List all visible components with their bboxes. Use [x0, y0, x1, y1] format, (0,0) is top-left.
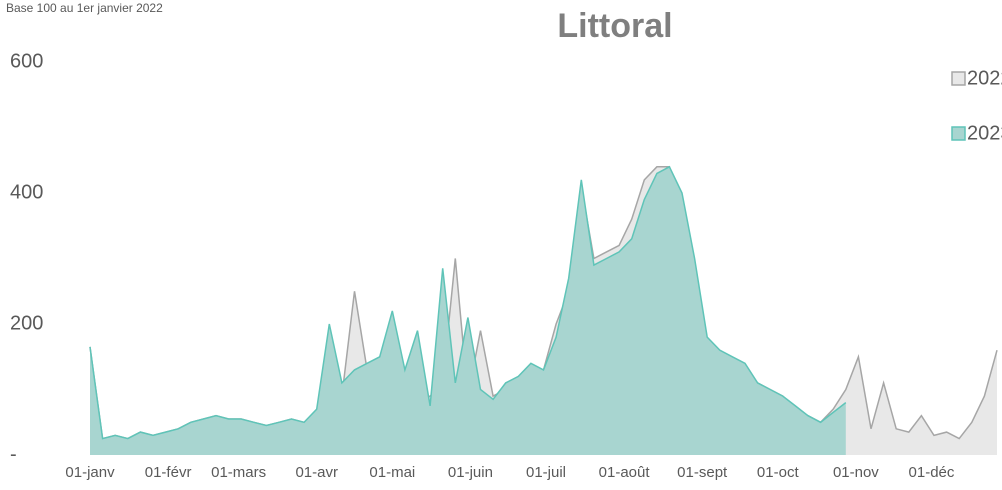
x-tick-label: 01-sept: [677, 464, 728, 481]
chart-subtitle: Base 100 au 1er janvier 2022: [6, 1, 163, 15]
x-tick-label: 01-nov: [833, 464, 879, 481]
x-tick-label: 01-juil: [526, 464, 566, 481]
legend-swatch: [951, 126, 966, 141]
legend-label: 2022: [967, 67, 1002, 89]
y-tick-label: -: [10, 443, 17, 465]
y-tick-label: 400: [10, 181, 43, 203]
area: [90, 166, 846, 456]
y-tick-label: 600: [10, 50, 43, 72]
x-tick-label: 01-janv: [65, 464, 115, 481]
legend-swatch: [951, 71, 966, 86]
x-tick-label: 01-mai: [369, 464, 415, 481]
line: [89, 165, 847, 440]
x-tick-label: 01-août: [599, 464, 651, 481]
x-tick-label: 01-mars: [211, 464, 266, 481]
x-tick-label: 01-déc: [909, 464, 955, 481]
y-tick-label: 200: [10, 312, 43, 334]
legend-label: 2023: [967, 122, 1002, 144]
x-tick-label: 01-oct: [757, 464, 800, 481]
x-tick-label: 01-juin: [448, 464, 493, 481]
chart-title: Littoral: [557, 7, 672, 45]
x-tick-label: 01-févr: [145, 464, 192, 481]
x-tick-label: 01-avr: [295, 464, 338, 481]
